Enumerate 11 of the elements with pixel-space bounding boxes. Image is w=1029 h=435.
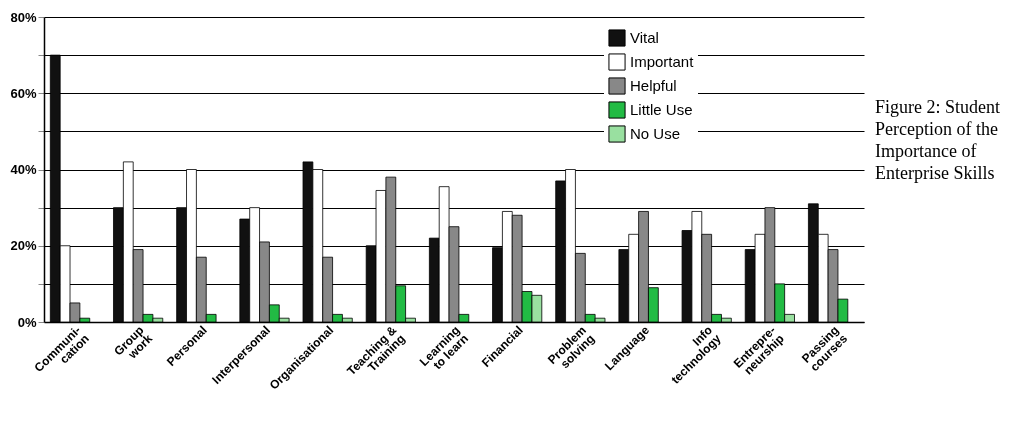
legend-label: Important	[630, 53, 695, 70]
y-tick-label: 80%	[10, 9, 37, 25]
y-tick-label: 40%	[10, 162, 37, 177]
y-tick-label: 20%	[10, 238, 37, 254]
y-tick-label: 0%	[17, 314, 37, 330]
legend-label: No Use	[630, 125, 681, 142]
legend-label: Helpful	[630, 77, 677, 94]
legend-label: Vital	[630, 29, 659, 46]
legend-label: Little Use	[630, 101, 693, 118]
y-tick-label: 60%	[10, 85, 37, 101]
text: Figure 2: Student Perception of the Importance of Enterprise Skills	[875, 96, 1000, 184]
